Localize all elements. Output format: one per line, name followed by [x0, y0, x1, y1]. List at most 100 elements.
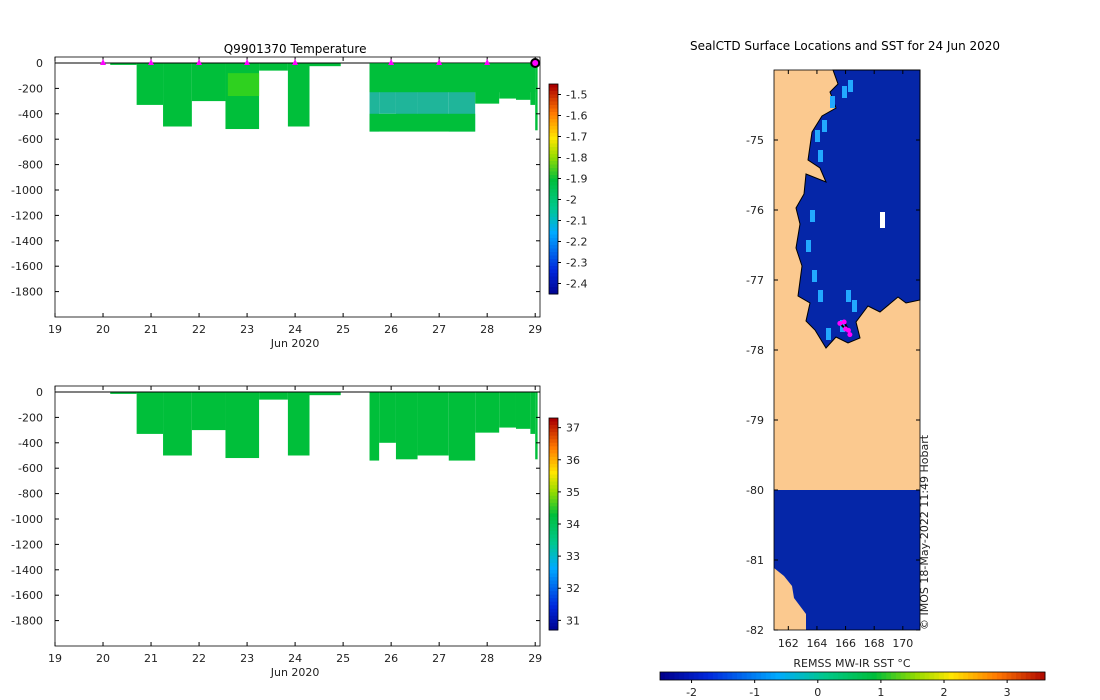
sst-colorbar-segment [857, 672, 863, 680]
colorbar-segment [549, 227, 558, 232]
x-tick-label: 25 [336, 652, 350, 665]
colorbar-segment [549, 524, 558, 529]
station-marker [148, 59, 155, 65]
coastal-sst-pixel [806, 240, 811, 252]
colorbar-segment [549, 545, 558, 550]
profile-cell [535, 63, 538, 131]
no-data-patch [880, 212, 885, 228]
colorbar-segment [549, 136, 558, 141]
colorbar-segment [549, 601, 558, 606]
colorbar-segment [549, 608, 558, 613]
y-tick-label: -800 [18, 488, 43, 501]
sst-colorbar-segment [982, 672, 988, 680]
sst-colorbar-segment [746, 672, 752, 680]
colorbar-tick-label: 31 [566, 614, 580, 627]
colorbar-segment [549, 266, 558, 270]
sst-colorbar-segment [847, 672, 853, 680]
colorbar-segment [549, 478, 558, 483]
y-tick-label: -1200 [11, 209, 43, 222]
coastal-sst-pixel [846, 290, 851, 302]
colorbar-tick-label: -2 [566, 194, 577, 207]
x-tick-label: 22 [192, 323, 206, 336]
coastal-sst-pixel [818, 290, 823, 302]
colorbar-segment [549, 453, 558, 458]
sst-colorbar-segment [891, 672, 897, 680]
sst-colorbar-segment [1025, 672, 1032, 680]
colorbar-segment [549, 213, 558, 218]
colorbar-segment [549, 150, 558, 155]
sst-colorbar-segment [799, 672, 805, 680]
colorbar-segment [549, 259, 558, 263]
colorbar-tick-label: -1.5 [566, 89, 587, 102]
sst-colorbar-tick-label: 0 [814, 686, 821, 699]
sst-colorbar-segment [905, 672, 911, 680]
y-tick-label: -1200 [11, 538, 43, 551]
coastal-sst-pixel [810, 210, 815, 222]
profile-cell [535, 392, 538, 460]
profile-cell [259, 392, 288, 400]
profile-cell [225, 63, 260, 130]
sst-colorbar-segment [818, 672, 825, 680]
sst-colorbar-segment [770, 672, 776, 680]
sst-colorbar-segment [708, 672, 714, 680]
colorbar-segment [549, 527, 558, 532]
colorbar-segment [549, 492, 558, 497]
sst-colorbar-segment [929, 672, 935, 680]
map-y-tick-label: -80 [746, 484, 764, 497]
y-tick-label: -600 [18, 133, 43, 146]
sst-colorbar-segment [972, 672, 979, 680]
profile-cell [225, 392, 260, 459]
colorbar-segment [549, 185, 558, 190]
colorbar-tick-label: -1.9 [566, 173, 587, 186]
profile-cell [369, 392, 380, 461]
seal-location-marker [847, 332, 853, 338]
sst-colorbar-segment [756, 672, 762, 680]
sst-colorbar-segment [862, 672, 868, 680]
sst-colorbar-segment [727, 672, 733, 680]
colorbar-segment [549, 499, 558, 504]
colorbar-tick-label: 37 [566, 422, 580, 435]
x-tick-label: 20 [96, 652, 110, 665]
sst-colorbar-segment [684, 672, 690, 680]
colorbar-segment [549, 112, 558, 116]
profile-cell [309, 392, 341, 396]
colorbar-segment [549, 481, 558, 486]
colorbar-segment [549, 119, 558, 123]
profile-cell [191, 63, 226, 102]
sst-colorbar-segment [741, 672, 748, 680]
sst-colorbar-segment [943, 672, 950, 680]
sst-colorbar-segment [948, 672, 955, 680]
y-tick-label: -200 [18, 82, 43, 95]
colorbar-tick-label: 32 [566, 582, 580, 595]
colorbar-segment [549, 442, 558, 447]
colorbar-segment [549, 175, 558, 179]
sst-colorbar-segment [809, 672, 815, 680]
colorbar-segment [549, 108, 558, 113]
sst-colorbar-segment [852, 672, 858, 680]
sst-colorbar-segment [886, 672, 892, 680]
y-tick-label: -200 [18, 411, 43, 424]
colorbar-segment [549, 562, 558, 567]
profile-cell [417, 392, 449, 456]
profile-cell [475, 392, 500, 433]
colorbar-segment [549, 615, 558, 620]
colorbar-segment [549, 463, 558, 468]
sst-colorbar-segment [871, 672, 878, 680]
colorbar-segment [549, 290, 558, 295]
sst-colorbar-segment [1040, 672, 1046, 680]
map-y-tick-label: -78 [746, 344, 764, 357]
sst-colorbar-segment [717, 672, 724, 680]
coastal-sst-pixel [822, 120, 827, 132]
sst-colorbar-segment [732, 672, 738, 680]
colorbar-tick-label: -2.4 [566, 278, 587, 291]
sst-colorbar-segment [785, 672, 791, 680]
colorbar-segment [549, 280, 558, 284]
upper-layer [369, 63, 536, 93]
colorbar-segment [549, 432, 558, 437]
x-tick-label: 26 [384, 652, 398, 665]
x-tick-label: 27 [432, 323, 446, 336]
colorbar-segment [549, 591, 558, 596]
station-marker [100, 59, 107, 65]
colorbar-segment [549, 467, 558, 472]
colorbar-segment [549, 252, 558, 256]
